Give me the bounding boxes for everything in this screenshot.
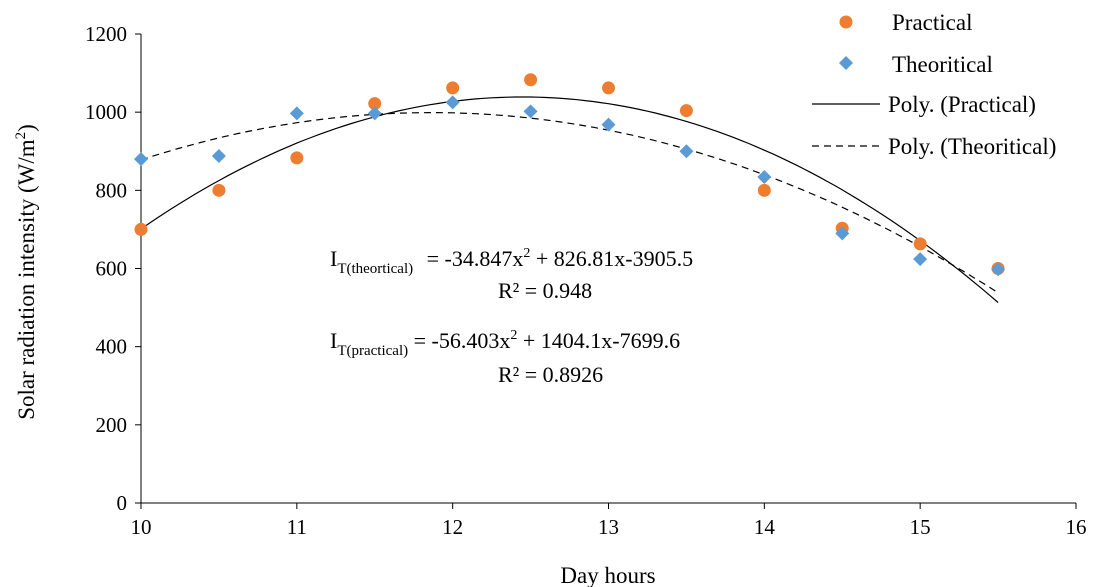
y-tick-label: 1000 xyxy=(85,100,127,124)
data-points xyxy=(134,73,1006,277)
equation-theoretical-head: = -34.847x xyxy=(421,246,523,271)
data-point-theoritical xyxy=(367,106,382,121)
data-point-theoritical xyxy=(134,152,148,167)
data-point-theoritical xyxy=(835,226,850,241)
equation-practical-label: I xyxy=(330,328,337,353)
equation-theoretical-subscript: T(theortical) xyxy=(337,261,413,277)
y-tick-label: 400 xyxy=(96,335,128,359)
data-point-practical xyxy=(679,104,693,118)
y-tick-label: 800 xyxy=(96,178,128,202)
data-point-practical xyxy=(368,97,382,111)
y-axis-title-sup: 2 xyxy=(13,132,29,140)
x-tick-label: 13 xyxy=(598,515,619,539)
trendline-practical xyxy=(140,96,999,303)
legend-item-poly-theoritical: Poly. (Theoritical) xyxy=(812,134,1056,159)
legend-marker-theoritical xyxy=(839,56,853,70)
data-point-theoritical xyxy=(211,148,226,163)
x-tick-label: 12 xyxy=(442,515,463,539)
legend-label-practical: Practical xyxy=(892,10,972,35)
data-point-practical xyxy=(134,222,148,236)
legend-label-poly-practical: Poly. (Practical) xyxy=(888,92,1036,117)
y-tick-label: 0 xyxy=(117,491,128,515)
equation-theoretical-r2: R² = 0.948 xyxy=(498,278,592,303)
x-tick-label: 15 xyxy=(910,515,931,539)
x-tick-label: 14 xyxy=(754,515,776,539)
equation-theoretical-label: I xyxy=(330,246,337,271)
equation-practical: IT(practical) = -56.403x2 + 1404.1x-7699… xyxy=(330,328,680,387)
legend-label-theoritical: Theoritical xyxy=(892,52,993,77)
data-point-theoritical xyxy=(601,117,616,132)
x-tick-label: 16 xyxy=(1066,515,1087,539)
legend-label-poly-theoritical: Poly. (Theoritical) xyxy=(888,134,1056,159)
data-point-theoritical xyxy=(445,95,460,110)
y-axis-title-main: Solar radiation intensity (W/m xyxy=(14,139,39,420)
trendline-theoritical xyxy=(140,111,999,294)
x-tick-label: 11 xyxy=(287,515,307,539)
equation-practical-tail: + 1404.1x-7699.6 xyxy=(517,328,680,353)
x-axis-ticks: 10 11 12 13 14 15 16 xyxy=(131,503,1087,539)
y-tick-label: 600 xyxy=(96,257,128,281)
equation-theoretical-text: IT(theortical) = -34.847x2 + 826.81x-390… xyxy=(330,246,693,277)
legend-item-practical: Practical xyxy=(839,10,972,35)
legend: Practical Theoritical Poly. (Practical) … xyxy=(812,10,1056,159)
equation-practical-r2: R² = 0.8926 xyxy=(498,362,603,387)
y-axis-ticks: 0 200 400 600 800 1000 1200 xyxy=(85,22,141,515)
x-axis-title: Day hours xyxy=(560,563,655,587)
data-point-practical xyxy=(524,73,538,87)
data-point-practical xyxy=(757,183,771,197)
y-axis-title-end: ) xyxy=(14,124,39,132)
data-point-practical xyxy=(212,183,226,197)
data-point-theoritical xyxy=(991,262,1006,277)
equation-practical-sup: 2 xyxy=(510,328,517,343)
data-point-theoritical xyxy=(523,104,538,119)
data-point-theoritical xyxy=(289,106,304,121)
data-point-practical xyxy=(446,81,460,95)
equation-theoretical: IT(theortical) = -34.847x2 + 826.81x-390… xyxy=(330,246,693,303)
x-tick-label: 10 xyxy=(131,515,152,539)
data-point-theoritical xyxy=(757,170,772,185)
data-point-practical xyxy=(290,151,304,165)
equation-practical-text: IT(practical) = -56.403x2 + 1404.1x-7699… xyxy=(330,328,680,359)
data-point-practical xyxy=(913,237,927,251)
legend-item-theoritical: Theoritical xyxy=(839,52,993,77)
data-point-theoritical xyxy=(913,252,928,267)
data-point-practical xyxy=(602,81,615,95)
equation-practical-head: = -56.403x xyxy=(408,328,510,353)
equation-practical-subscript: T(practical) xyxy=(337,343,408,359)
y-tick-label: 200 xyxy=(96,413,128,437)
equation-theoretical-tail: + 826.81x-3905.5 xyxy=(530,246,693,271)
equation-theoretical-sup: 2 xyxy=(523,246,530,261)
data-point-theoritical xyxy=(679,144,694,159)
legend-item-poly-practical: Poly. (Practical) xyxy=(812,92,1036,117)
y-axis-title: Solar radiation intensity (W/m2) xyxy=(13,124,39,420)
trendlines xyxy=(140,96,999,303)
y-tick-label: 1200 xyxy=(85,22,127,46)
legend-marker-practical xyxy=(839,15,853,29)
